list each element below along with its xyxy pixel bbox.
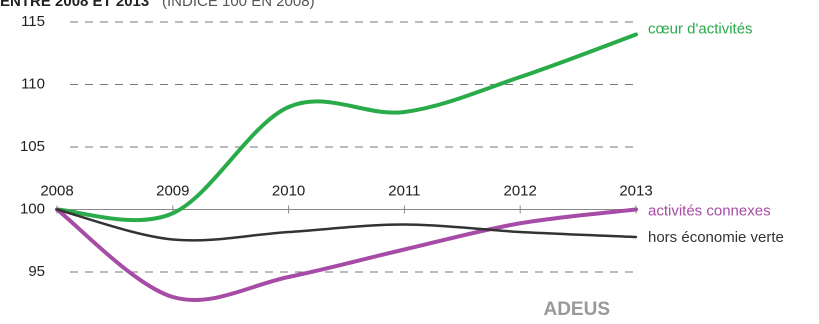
- x-tick-label: 2008: [40, 182, 73, 199]
- y-tick-label: 95: [28, 263, 45, 280]
- series-line: [55, 208, 638, 242]
- series-line: [55, 32, 638, 223]
- series-label: cœur d'activités: [648, 20, 753, 37]
- x-tick-label: 2010: [272, 182, 305, 199]
- chart-title: ENTRE 2008 ET 2013: [0, 0, 149, 10]
- series-line: [55, 207, 638, 302]
- source: ADEUS: [543, 299, 610, 320]
- y-tick-label: 100: [20, 200, 45, 217]
- series-label: hors économie verte: [648, 229, 784, 246]
- y-tick-label: 110: [21, 75, 45, 92]
- chart-subtitle: (INDICE 100 EN 2008): [162, 0, 315, 10]
- y-tick-label: 115: [21, 13, 45, 30]
- x-tick-label: 2013: [619, 182, 652, 199]
- y-tick-label: 105: [20, 138, 45, 155]
- x-tick-label: 2009: [156, 182, 189, 199]
- x-tick-label: 2011: [388, 182, 420, 199]
- series-label: activités connexes: [648, 202, 771, 219]
- x-tick-label: 2012: [504, 182, 537, 199]
